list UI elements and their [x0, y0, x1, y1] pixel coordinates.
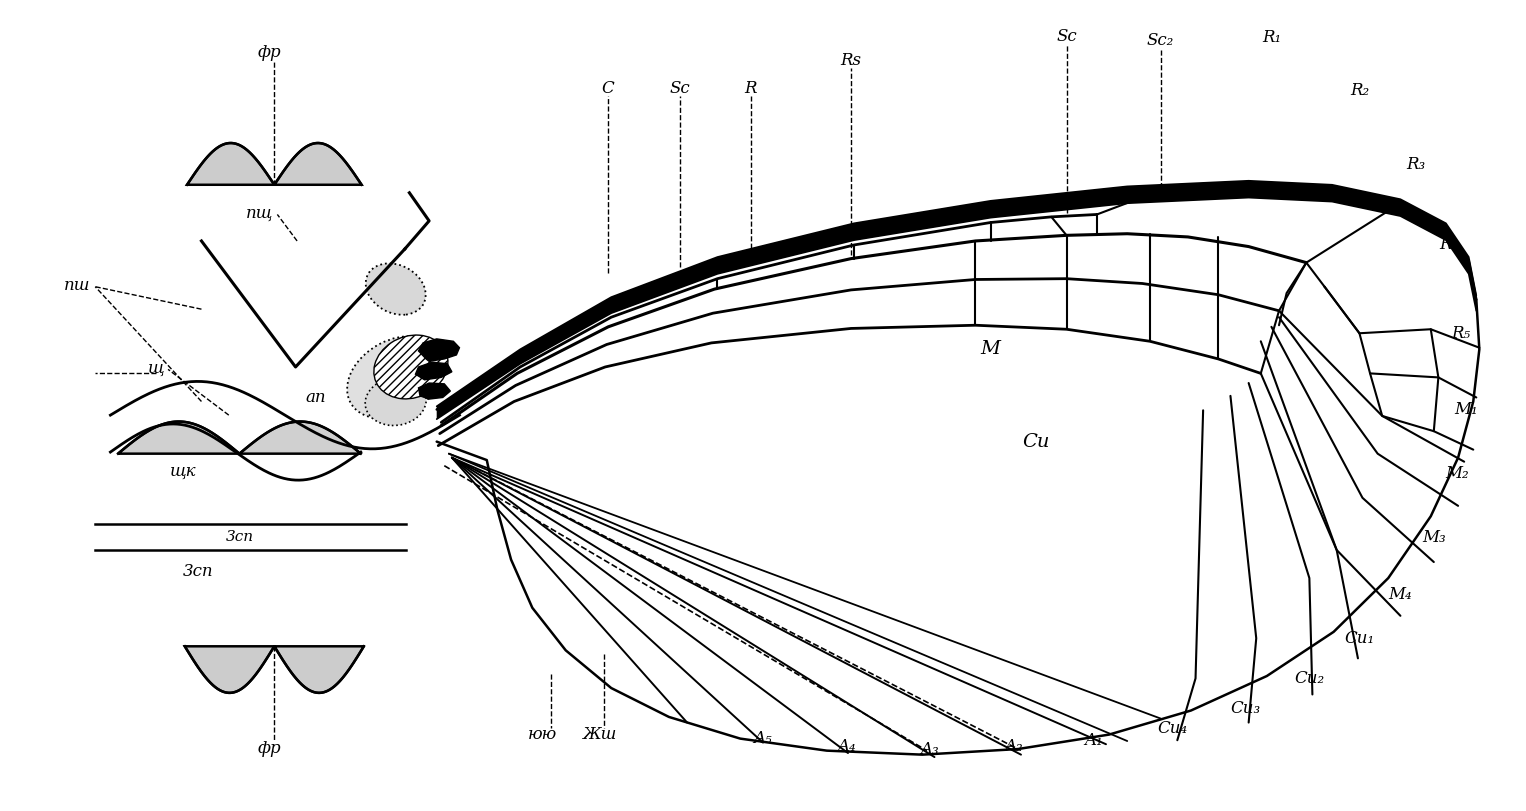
- Text: R₅: R₅: [1451, 324, 1471, 341]
- Ellipse shape: [365, 377, 426, 426]
- Text: Sc: Sc: [1056, 28, 1077, 45]
- Text: R₄: R₄: [1439, 237, 1459, 254]
- Text: Sc₂: Sc₂: [1148, 32, 1173, 49]
- Text: R₂: R₂: [1351, 83, 1369, 100]
- Text: Жш: Жш: [583, 726, 618, 743]
- Text: Cu₄: Cu₄: [1158, 720, 1187, 737]
- Text: Cu₁: Cu₁: [1344, 630, 1375, 647]
- Text: A₁: A₁: [1085, 732, 1103, 749]
- Ellipse shape: [374, 335, 449, 399]
- Text: R: R: [745, 80, 757, 97]
- Text: M₃: M₃: [1422, 530, 1445, 547]
- Text: Cu₃: Cu₃: [1230, 700, 1260, 717]
- Text: пщ: пщ: [246, 204, 273, 221]
- Text: R₁: R₁: [1262, 29, 1280, 46]
- Polygon shape: [415, 363, 452, 380]
- Text: Cu₂: Cu₂: [1294, 670, 1325, 687]
- Text: юю: юю: [528, 726, 557, 743]
- Text: фр: фр: [258, 740, 282, 757]
- Ellipse shape: [366, 264, 426, 315]
- Text: A₃: A₃: [920, 740, 940, 757]
- Text: щк: щк: [169, 463, 197, 480]
- Polygon shape: [188, 143, 362, 185]
- Polygon shape: [185, 646, 363, 693]
- Text: C: C: [601, 80, 615, 97]
- Polygon shape: [118, 422, 360, 453]
- Text: Cu: Cu: [1022, 432, 1050, 451]
- Polygon shape: [418, 339, 459, 362]
- Text: A₂: A₂: [1004, 738, 1022, 755]
- Text: пш: пш: [64, 277, 90, 294]
- Text: M₁: M₁: [1454, 401, 1477, 418]
- Text: щ: щ: [148, 359, 165, 376]
- Text: ап: ап: [305, 389, 325, 406]
- Polygon shape: [418, 383, 450, 399]
- Text: Rs: Rs: [841, 52, 862, 69]
- Text: 3сп: 3сп: [183, 563, 214, 580]
- Text: A₅: A₅: [754, 730, 772, 747]
- Text: R₃: R₃: [1405, 157, 1425, 174]
- Text: Sc: Sc: [670, 80, 690, 97]
- Text: A₄: A₄: [838, 738, 856, 755]
- Text: 3сп: 3сп: [226, 530, 253, 544]
- Text: M₄: M₄: [1389, 586, 1412, 603]
- Ellipse shape: [346, 337, 444, 418]
- Polygon shape: [436, 181, 1476, 419]
- Text: M₂: M₂: [1445, 466, 1468, 483]
- Text: фр: фр: [258, 44, 282, 61]
- Text: M: M: [981, 341, 1001, 358]
